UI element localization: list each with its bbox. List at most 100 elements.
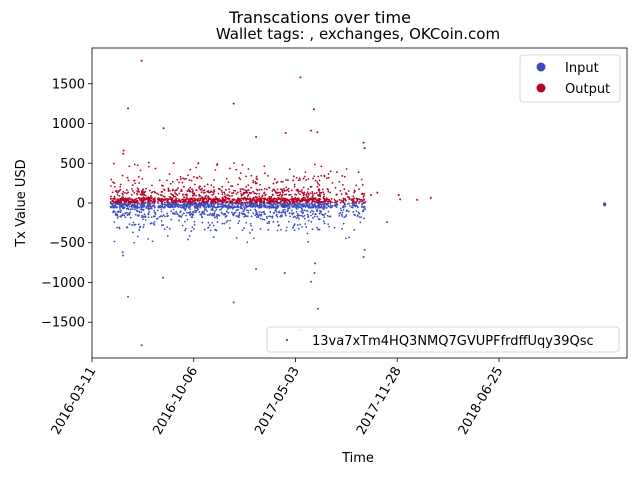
output-point [119, 183, 122, 186]
input-point [174, 213, 176, 216]
output-point [181, 181, 184, 184]
output-point [299, 178, 301, 181]
output-point [306, 196, 309, 198]
input-point [306, 232, 309, 235]
output-point [278, 194, 281, 197]
input-point [250, 224, 253, 227]
input-point [220, 203, 223, 206]
output-point [143, 193, 146, 196]
input-point [221, 222, 224, 225]
input-point [325, 202, 327, 205]
legend-marker-input [536, 62, 546, 72]
input-point [239, 205, 242, 208]
input-point [166, 203, 168, 206]
output-point [316, 181, 319, 183]
input-point [142, 204, 144, 207]
input-point [340, 213, 343, 216]
input-point [353, 229, 356, 231]
input-point [263, 218, 266, 221]
input-point [192, 213, 195, 216]
input-point [185, 211, 188, 214]
input-point [293, 223, 296, 226]
output-point [263, 165, 266, 168]
input-point [236, 209, 238, 212]
output-point [416, 198, 419, 201]
output-point [364, 201, 367, 204]
output-point [290, 189, 293, 192]
input-point [353, 203, 356, 205]
output-point [240, 199, 243, 202]
input-point [287, 208, 289, 210]
input-point [118, 227, 121, 230]
input-point [134, 223, 137, 226]
input-point [292, 205, 295, 207]
output-point [190, 179, 193, 182]
output-point [258, 192, 261, 195]
input-point [323, 222, 326, 225]
output-point [290, 198, 293, 201]
input-point [254, 205, 257, 208]
input-point [249, 222, 252, 225]
output-point [285, 186, 288, 189]
output-point [311, 191, 314, 193]
input-point [170, 218, 173, 221]
output-point [110, 178, 113, 181]
input-point [273, 212, 275, 215]
output-point [302, 186, 305, 189]
input-point [125, 207, 128, 210]
output-point [198, 201, 201, 204]
output-point [358, 188, 360, 191]
output-point [287, 190, 290, 193]
output-point [168, 173, 171, 176]
input-point [311, 209, 313, 212]
input-point [323, 216, 326, 219]
output-point [122, 149, 125, 152]
output-point [142, 196, 145, 199]
output-point [222, 197, 224, 200]
input-point [145, 207, 148, 210]
input-point [120, 204, 123, 207]
output-point [339, 201, 342, 204]
output-point [113, 195, 116, 198]
input-point [268, 222, 271, 225]
input-point [118, 203, 121, 206]
input-point [220, 208, 223, 210]
output-point [114, 197, 116, 200]
output-point [213, 179, 215, 181]
input-point [207, 204, 210, 207]
input-point [243, 227, 245, 230]
input-point [228, 227, 231, 229]
input-point [276, 221, 279, 223]
output-point [313, 163, 316, 166]
input-point [246, 241, 249, 244]
output-point [184, 193, 187, 196]
y-tick-label: 1500 [52, 77, 85, 92]
output-point [353, 191, 356, 194]
output-point [281, 188, 284, 191]
output-point [258, 188, 261, 191]
output-point [174, 198, 177, 201]
input-point [227, 203, 230, 206]
input-point [184, 229, 186, 232]
output-point [134, 182, 136, 185]
x-tick-label: 2017-05-03 [252, 365, 303, 438]
output-point [140, 194, 143, 196]
output-point [180, 200, 182, 203]
input-point [294, 203, 297, 206]
output-point [329, 170, 332, 173]
output-point [160, 191, 163, 193]
x-tick-label: 2016-10-06 [150, 365, 201, 438]
output-point [254, 200, 257, 203]
input-point [150, 207, 153, 210]
output-point [163, 201, 166, 204]
input-point [362, 256, 365, 259]
input-point [325, 207, 328, 209]
input-point [121, 251, 124, 254]
input-point [246, 202, 249, 205]
output-point [233, 201, 236, 204]
input-point [280, 228, 282, 231]
input-point [278, 211, 280, 214]
input-point [317, 218, 320, 221]
output-point [224, 198, 227, 201]
input-point [111, 203, 114, 206]
